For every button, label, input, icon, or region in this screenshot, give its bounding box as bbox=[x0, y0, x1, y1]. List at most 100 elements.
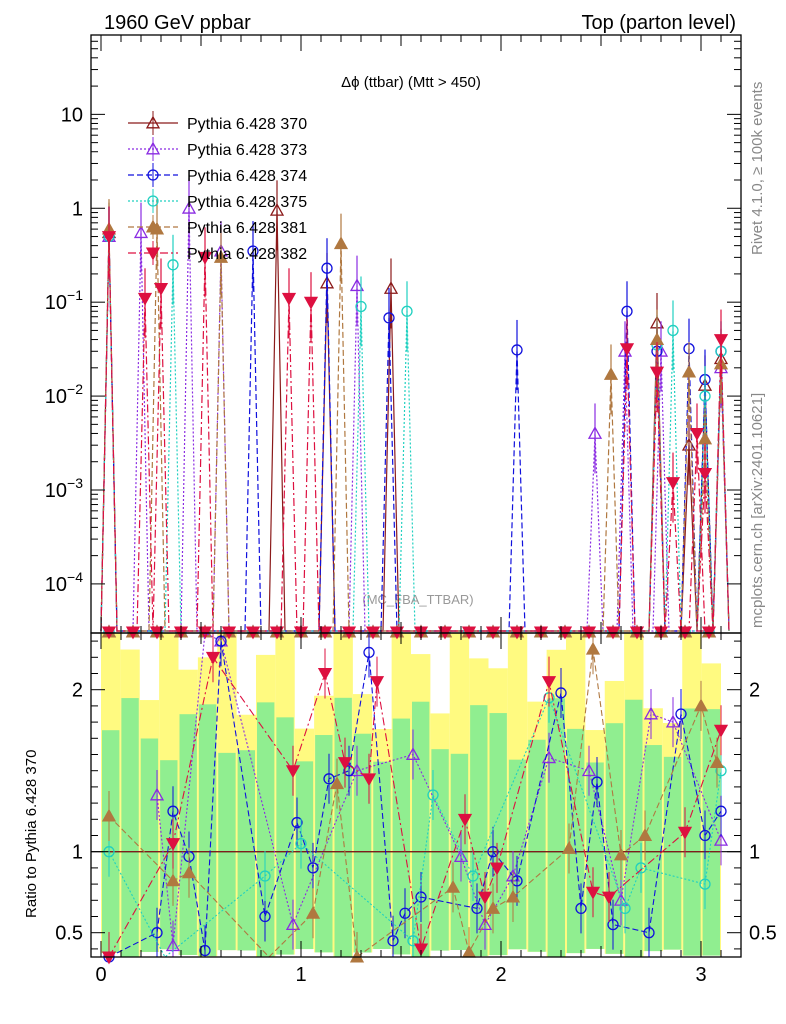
data-point bbox=[247, 245, 259, 257]
ratio-point bbox=[477, 917, 493, 931]
data-point bbox=[653, 343, 669, 357]
ratio-point bbox=[205, 651, 221, 665]
ratio-band-green bbox=[295, 761, 314, 950]
ratio-point bbox=[643, 706, 659, 720]
ratio-band-green bbox=[412, 701, 430, 957]
data-point bbox=[699, 390, 711, 402]
ratio-point bbox=[677, 826, 693, 840]
ratio-frame bbox=[90, 632, 742, 958]
legend-label: Pythia 6.428 382 bbox=[187, 246, 307, 263]
ratio-point bbox=[291, 816, 303, 829]
data-point bbox=[383, 281, 399, 294]
data-point bbox=[321, 262, 333, 274]
ratio-point bbox=[585, 886, 601, 900]
data-point bbox=[167, 259, 179, 271]
data-point bbox=[665, 477, 681, 490]
data-point bbox=[619, 343, 635, 356]
ratio-band-green bbox=[334, 697, 352, 957]
data-point bbox=[689, 428, 705, 441]
ratio-point bbox=[693, 698, 709, 712]
y-tick-label: 10−2 bbox=[45, 381, 83, 408]
ratio-band-green bbox=[586, 762, 604, 949]
ratio-series-5 bbox=[101, 633, 729, 965]
ratio-point bbox=[635, 862, 647, 874]
data-point bbox=[101, 231, 117, 244]
ratio-tick-label-right: 2 bbox=[749, 680, 760, 702]
side-text-bottom: mcplots.cern.ch [arXiv:2401.10621] bbox=[749, 393, 766, 628]
data-point bbox=[349, 278, 365, 292]
ratio-point bbox=[305, 905, 321, 919]
ratio-band-green bbox=[276, 717, 294, 955]
header-left: 1960 GeV ppbar bbox=[104, 12, 251, 34]
ratio-tick-label-right: 1 bbox=[749, 842, 760, 864]
ratio-point bbox=[387, 935, 399, 947]
ratio-point bbox=[399, 907, 411, 919]
ratio-band-green bbox=[528, 739, 546, 952]
ratio-point bbox=[619, 902, 631, 915]
y-tick-exp: −2 bbox=[67, 381, 83, 397]
ratio-band-green bbox=[102, 730, 120, 953]
x-tick-label: 3 bbox=[695, 964, 706, 986]
ratio-line bbox=[108, 696, 722, 958]
ratio-point bbox=[285, 765, 301, 779]
ratio-point bbox=[637, 828, 653, 841]
ratio-band-green bbox=[237, 750, 255, 951]
ratio-band-green bbox=[121, 698, 139, 957]
legend-entry: Pythia 6.428 370 bbox=[128, 111, 307, 135]
ratio-point bbox=[181, 865, 197, 879]
legend-label: Pythia 6.428 374 bbox=[187, 168, 307, 185]
data-point bbox=[197, 251, 213, 265]
ratio-point bbox=[415, 891, 427, 903]
ratio-point bbox=[457, 813, 473, 827]
ratio-point bbox=[511, 875, 523, 887]
data-point bbox=[621, 305, 633, 317]
ratio-point bbox=[715, 805, 727, 817]
y-tick-base: 10 bbox=[45, 386, 67, 408]
ratio-point bbox=[487, 846, 499, 858]
ratio-band-green bbox=[644, 745, 662, 952]
ratio-point bbox=[445, 880, 461, 893]
ratio-band-green bbox=[663, 756, 682, 950]
y-tick-exp: −3 bbox=[67, 475, 83, 491]
ratio-band-green bbox=[431, 749, 449, 951]
ratio-point bbox=[477, 891, 493, 905]
legend-entry: Pythia 6.428 375 bbox=[128, 189, 307, 213]
ratio-point bbox=[713, 724, 729, 738]
ratio-band-green bbox=[140, 738, 159, 952]
legend-label: Pythia 6.428 381 bbox=[187, 220, 307, 237]
ratio-point bbox=[307, 862, 319, 874]
data-point bbox=[133, 225, 149, 239]
ratio-bands bbox=[101, 633, 721, 957]
ratio-line bbox=[108, 655, 722, 958]
ratio-point bbox=[149, 787, 165, 801]
data-point bbox=[713, 334, 729, 347]
ratio-band-green bbox=[392, 718, 410, 955]
ratio-point bbox=[361, 773, 377, 787]
y-tick-label: 10−1 bbox=[45, 287, 83, 314]
ratio-point bbox=[151, 927, 163, 939]
ratio-point bbox=[199, 944, 211, 957]
data-point bbox=[153, 283, 169, 296]
ratio-band-green bbox=[160, 760, 178, 950]
ratio-tick-label-left: 0.5 bbox=[55, 923, 83, 945]
ratio-point bbox=[607, 918, 619, 931]
y-tick-base: 10 bbox=[45, 480, 67, 502]
ratio-band-green bbox=[489, 713, 507, 956]
y-tick-label: 10−3 bbox=[45, 475, 83, 502]
legend-entry: Pythia 6.428 381 bbox=[128, 215, 307, 239]
ratio-point bbox=[329, 776, 345, 790]
legend-entry: Pythia 6.428 374 bbox=[128, 163, 307, 187]
y-tick-label: 1 bbox=[72, 198, 83, 220]
data-point bbox=[269, 203, 285, 216]
ratio-point bbox=[413, 943, 429, 957]
ratio-band-green bbox=[683, 708, 701, 956]
ratio-band-green bbox=[198, 704, 217, 957]
ratio-point bbox=[485, 901, 501, 914]
ratio-point bbox=[323, 773, 335, 785]
side-text-top: Rivet 4.1.0, ≥ 100k events bbox=[749, 82, 766, 255]
chart-title: Δϕ (ttbar) (Mtt > 450) bbox=[341, 74, 481, 91]
ratio-point bbox=[165, 873, 181, 887]
ratio-series-4 bbox=[101, 633, 725, 963]
ratio-point bbox=[699, 829, 711, 842]
ratio-point bbox=[101, 808, 117, 822]
